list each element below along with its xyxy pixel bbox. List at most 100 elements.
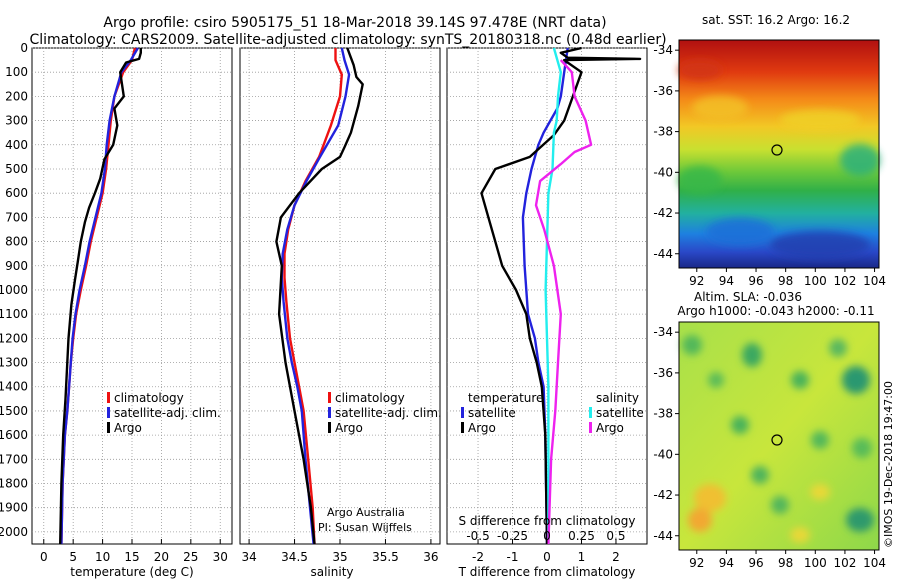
credit-line2: PI: Susan Wijffels	[318, 521, 412, 534]
lon-tick-label: 98	[778, 556, 793, 570]
depth-tick-label: 1100	[0, 307, 28, 321]
lat-tick-label: -42	[653, 488, 673, 502]
sst-map-title: sat. SST: 16.2 Argo: 16.2	[702, 13, 850, 27]
s-tick-label: 0.5	[606, 529, 625, 543]
legend-satellite-label: satellite-adj. clim.	[114, 406, 221, 420]
series-line-climatology	[283, 48, 343, 545]
sla-map	[678, 321, 880, 551]
depth-tick-label: 400	[5, 138, 28, 152]
depth-tick-label: 1500	[0, 404, 28, 418]
argo-location-marker	[771, 434, 783, 446]
lat-tick-label: -42	[653, 206, 673, 220]
depth-tick-label: 1800	[0, 477, 28, 491]
lon-tick-label: 98	[778, 274, 793, 288]
difference-legend: temperature salinity satellite Argo sate…	[461, 391, 644, 435]
depth-tick-label: 0	[20, 41, 28, 55]
argo-location-marker	[771, 144, 783, 156]
legend-temperature-heading: temperature	[468, 391, 543, 405]
figure-title-line1: Argo profile: csiro 5905175_51 18-Mar-20…	[103, 15, 606, 31]
legend-s-argo-label: Argo	[596, 421, 624, 435]
x-tick-label: 34.5	[281, 550, 308, 564]
sla-map-title1: Altim. SLA: -0.036	[694, 290, 802, 304]
legend-t-satellite-label: satellite	[468, 406, 516, 420]
difference-s-label: S difference from climatology	[459, 514, 636, 528]
x-tick-label: 0	[543, 550, 551, 564]
x-tick-label: 5	[69, 550, 77, 564]
difference-x-ticks: -2 -1 0 1 2	[472, 539, 620, 564]
depth-tick-label: 500	[5, 162, 28, 176]
legend-climatology-swatch	[328, 392, 331, 403]
x-tick-label: 36	[423, 550, 438, 564]
lon-tick-label: 92	[689, 274, 704, 288]
legend-argo-swatch	[328, 422, 331, 433]
lat-tick-label: -44	[653, 247, 673, 261]
s-tick-label: 0.25	[568, 529, 595, 543]
depth-tick-label: 200	[5, 89, 28, 103]
temperature-xlabel: temperature (deg C)	[70, 565, 193, 579]
lon-tick-label: 96	[748, 556, 763, 570]
sst-lon-ticks: 92 94 96 98 100 102 104	[689, 268, 886, 288]
x-tick-label: 25	[183, 550, 198, 564]
legend-t-argo-label: Argo	[468, 421, 496, 435]
sla-lat-ticks: -34 -36 -38 -40 -42 -44	[653, 325, 679, 543]
sst-lat-ticks: -34 -36 -38 -40 -42 -44	[653, 43, 679, 261]
legend-argo-label: Argo	[114, 421, 142, 435]
depth-tick-label: 100	[5, 65, 28, 79]
lon-tick-label: 100	[804, 274, 827, 288]
legend-satellite-swatch	[328, 407, 331, 418]
temperature-legend: climatology satellite-adj. clim. Argo	[107, 391, 221, 435]
legend-climatology-swatch	[107, 392, 110, 403]
difference-xlabel: T difference from climatology	[458, 565, 636, 579]
lon-tick-label: 104	[863, 556, 886, 570]
legend-argo-swatch	[107, 422, 110, 433]
difference-s-ticks: -0.5 -0.25 0 0.25 0.5	[466, 529, 625, 543]
depth-tick-label: 700	[5, 210, 28, 224]
depth-tick-label: 1300	[0, 356, 28, 370]
sst-map	[678, 39, 880, 269]
legend-t-satellite-swatch	[461, 407, 464, 418]
x-tick-label: 34	[241, 550, 256, 564]
temperature-x-ticks: 0 5 10 15 20 25 30	[40, 539, 228, 564]
x-tick-label: 1	[578, 550, 586, 564]
difference-series	[480, 46, 642, 545]
lat-tick-label: -44	[653, 529, 673, 543]
lat-tick-label: -34	[653, 325, 673, 339]
sla-map-title2: Argo h1000: -0.043 h2000: -0.11	[677, 304, 874, 318]
lon-tick-label: 92	[689, 556, 704, 570]
depth-tick-label: 1600	[0, 428, 28, 442]
lon-tick-label: 94	[719, 274, 734, 288]
depth-tick-label: 1000	[0, 283, 28, 297]
sla-lon-ticks: 92 94 96 98 100 102 104	[689, 550, 886, 570]
s-tick-label: 0	[543, 529, 551, 543]
depth-tick-label: 800	[5, 235, 28, 249]
series-line-temperature-argo	[480, 46, 642, 545]
x-tick-label: 15	[124, 550, 139, 564]
series-line-argo	[275, 47, 364, 545]
depth-tick-label: 2000	[0, 525, 28, 539]
legend-climatology-label: climatology	[114, 391, 184, 405]
depth-tick-label: 300	[5, 114, 28, 128]
legend-argo-label: Argo	[335, 421, 363, 435]
credit-line1: Argo Australia	[327, 506, 405, 519]
s-tick-label: -0.25	[497, 529, 528, 543]
x-tick-label: 35	[332, 550, 347, 564]
depth-tick-label: 1900	[0, 501, 28, 515]
depth-tick-label: 1200	[0, 331, 28, 345]
salinity-x-ticks: 34 34.5 35 35.5 36	[241, 539, 439, 564]
lon-tick-label: 102	[833, 556, 856, 570]
salinity-xlabel: salinity	[310, 565, 353, 579]
legend-satellite-label: satellite-adj. clim.	[335, 406, 442, 420]
series-line-satellite-adj-clim-	[280, 47, 351, 545]
salinity-legend: climatology satellite-adj. clim. Argo Ar…	[318, 391, 442, 534]
legend-satellite-swatch	[107, 407, 110, 418]
legend-t-argo-swatch	[461, 422, 464, 433]
x-tick-label: 30	[213, 550, 228, 564]
depth-axis: 0 100 200 300 400 500 600 700 800 900 1000 1100 1200…	[0, 41, 28, 539]
legend-s-argo-swatch	[589, 422, 592, 433]
x-tick-label: 35.5	[372, 550, 399, 564]
lon-tick-label: 100	[804, 556, 827, 570]
lon-tick-label: 104	[863, 274, 886, 288]
temperature-series	[59, 47, 143, 545]
series-line-salinity-argo	[534, 59, 593, 545]
